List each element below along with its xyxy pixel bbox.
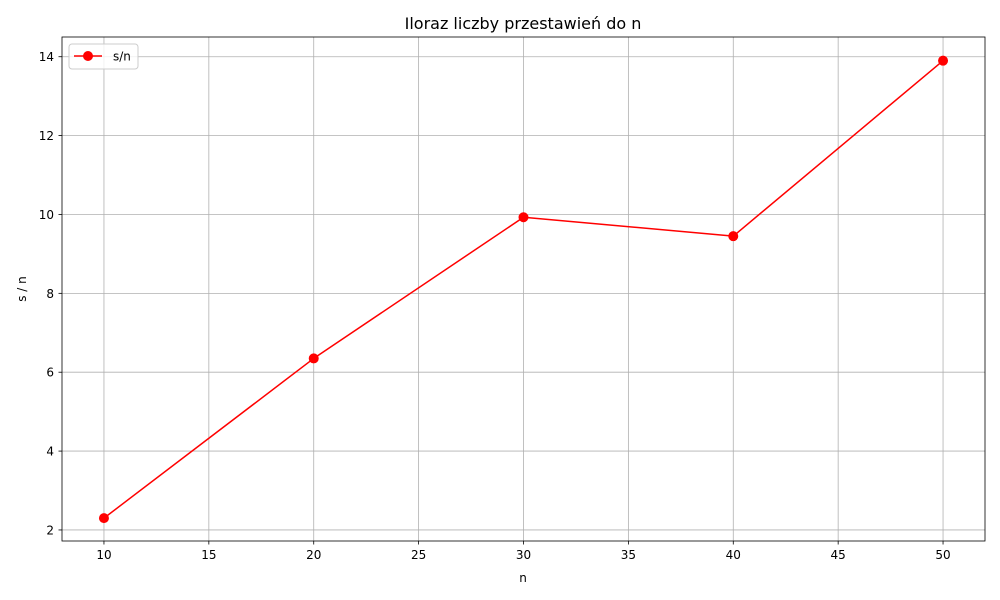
- plot-series: [98, 55, 949, 524]
- legend-box: [68, 43, 139, 70]
- x-axis-ticks: 10 15 20 25 30 35 40 45 50: [96, 541, 951, 562]
- y-tick-label: 10: [39, 208, 54, 222]
- data-point: [518, 212, 529, 223]
- x-tick-label: 35: [621, 548, 636, 562]
- data-point: [938, 55, 949, 66]
- legend: s/n: [68, 43, 139, 70]
- legend-marker-s-n: [83, 51, 93, 61]
- chart-title: Iloraz liczby przestawień do n: [405, 14, 642, 33]
- x-tick-label: 15: [201, 548, 216, 562]
- y-tick-label: 8: [46, 287, 54, 301]
- y-tick-label: 2: [46, 523, 54, 537]
- legend-label-s-n: s/n: [113, 50, 131, 64]
- y-tick-label: 14: [39, 50, 54, 64]
- x-tick-label: 10: [96, 548, 111, 562]
- y-tick-label: 4: [46, 445, 54, 459]
- data-point: [308, 353, 319, 364]
- x-tick-label: 45: [831, 548, 846, 562]
- x-tick-label: 25: [411, 548, 426, 562]
- x-tick-label: 20: [306, 548, 321, 562]
- x-axis-label: n: [519, 571, 527, 585]
- x-tick-label: 40: [726, 548, 741, 562]
- data-point: [98, 513, 109, 524]
- y-axis-label: s / n: [15, 276, 29, 302]
- y-axis-ticks: 2 4 6 8 10 12 14: [39, 50, 62, 537]
- y-tick-label: 6: [46, 366, 54, 380]
- x-tick-label: 30: [516, 548, 531, 562]
- y-tick-label: 12: [39, 129, 54, 143]
- x-tick-label: 50: [935, 548, 950, 562]
- data-point: [728, 231, 739, 242]
